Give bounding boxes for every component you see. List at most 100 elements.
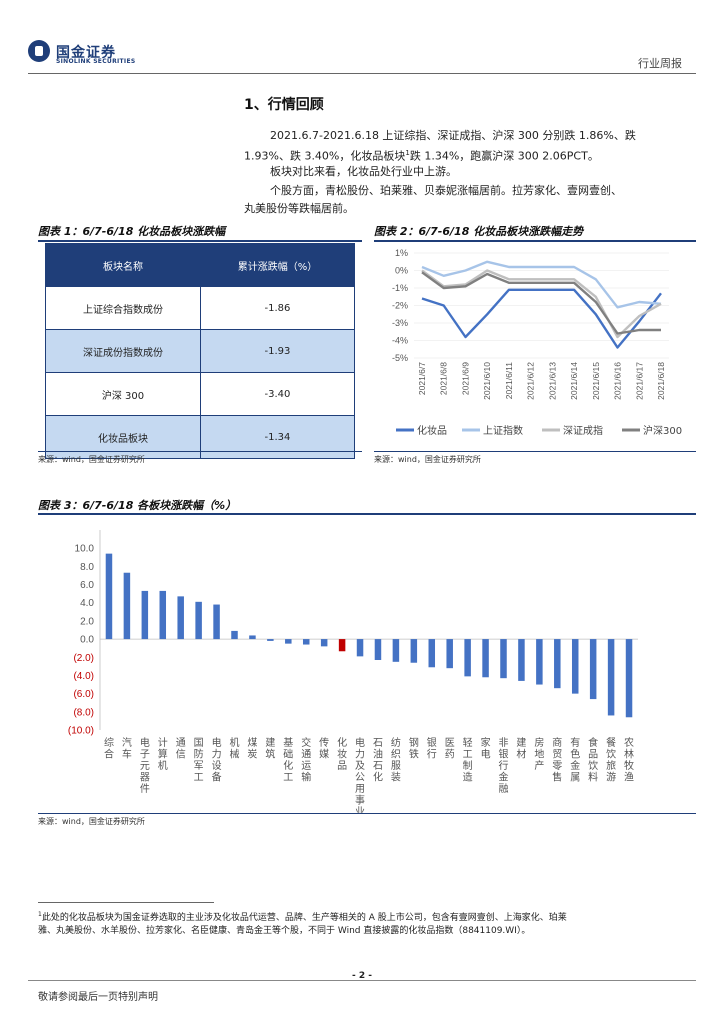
x-tick-label: 渔 <box>624 772 634 784</box>
bar <box>338 639 346 652</box>
bar <box>356 639 364 657</box>
x-tick-label: 属 <box>570 772 580 784</box>
page-number: - 2 - <box>352 971 372 981</box>
figure-1-rule <box>38 240 362 242</box>
x-tick-label: 铁 <box>409 748 419 761</box>
table-row: 上证综合指数成份 -1.86 <box>45 286 356 330</box>
x-tick-label: 医 <box>445 737 455 749</box>
bar <box>159 590 167 640</box>
table-cell-name: 化妆品板块 <box>45 415 201 459</box>
footnote-ref[interactable]: 1 <box>405 149 410 157</box>
x-tick-label: 2021/6/11 <box>504 362 514 399</box>
x-tick-label: 炭 <box>247 749 257 761</box>
x-tick-label: 金 <box>570 759 580 772</box>
x-tick-label: 础 <box>283 749 293 761</box>
x-tick-label: 电 <box>140 736 150 749</box>
x-tick-label: 件 <box>140 783 150 795</box>
bar <box>571 639 579 694</box>
table-cell-value: -3.40 <box>199 372 356 416</box>
logo-text-cn: 国金证券 <box>56 45 116 61</box>
logo-text-en: SINOLINK SECURITIES <box>56 58 136 65</box>
series-line <box>421 288 662 349</box>
x-tick-label: 机 <box>158 759 168 772</box>
bar <box>554 639 561 689</box>
x-tick-label: 防 <box>194 748 204 761</box>
footnote-text-1: 此处的化妆品板块为国金证券选取的主业涉及化妆品代运营、品牌、生产等相关的 A 股… <box>41 913 567 923</box>
table-cell-value: -1.93 <box>199 329 356 373</box>
legend-label: 化妆品 <box>417 424 447 437</box>
bar <box>536 639 543 685</box>
figure-2-title: 图表 2：6/7-6/18 化妆品板块涨跌幅走势 <box>374 225 584 238</box>
bar <box>141 590 149 640</box>
x-tick-label: 媒 <box>319 749 329 761</box>
x-tick-label: 国 <box>194 737 204 749</box>
figure-1-bottom-rule <box>38 451 362 452</box>
y-tick-label: (10.0) <box>68 726 94 737</box>
x-tick-label: 备 <box>212 771 222 784</box>
x-tick-label: 筑 <box>265 748 275 761</box>
x-tick-label: 化 <box>337 736 347 749</box>
x-tick-label: 2021/6/9 <box>460 362 470 395</box>
header-divider <box>28 73 696 74</box>
bar <box>285 639 292 644</box>
x-tick-label: 2021/6/7 <box>417 362 427 395</box>
x-tick-label: 2021/6/10 <box>482 362 492 400</box>
x-tick-label: 用 <box>355 784 365 795</box>
bar <box>607 639 615 716</box>
x-tick-label: 器 <box>140 772 150 784</box>
x-tick-label: 制 <box>463 759 473 772</box>
x-tick-label: 元 <box>140 761 150 772</box>
x-tick-label: 机 <box>230 736 240 749</box>
y-tick-label: 10.0 <box>75 544 95 555</box>
figure-3-bottom-rule <box>38 813 696 814</box>
y-tick-label: -3% <box>392 318 408 328</box>
footnote-line-1: 1此处的化妆品板块为国金证券选取的主业涉及化妆品代运营、品牌、生产等相关的 A … <box>38 906 567 927</box>
x-tick-label: 轻 <box>463 736 473 749</box>
x-tick-label: 装 <box>391 771 401 784</box>
x-tick-label: 建 <box>516 736 526 749</box>
x-tick-label: 交 <box>301 736 311 749</box>
x-tick-label: 织 <box>391 749 401 761</box>
y-tick-label: 6.0 <box>80 580 94 591</box>
logo-icon <box>28 40 50 62</box>
x-tick-label: 2021/6/12 <box>526 362 536 400</box>
y-tick-label: 0.0 <box>80 635 94 646</box>
x-tick-label: 运 <box>301 760 311 772</box>
x-tick-label: 行 <box>499 759 509 772</box>
x-tick-label: 化 <box>373 771 383 784</box>
bar <box>302 639 310 645</box>
x-tick-label: 煤 <box>247 736 257 749</box>
x-tick-label: 公 <box>355 773 365 784</box>
bar <box>500 639 507 679</box>
bar <box>320 639 328 647</box>
x-tick-label: 非 <box>499 737 509 749</box>
y-tick-label: (2.0) <box>73 653 94 664</box>
footer-divider <box>28 980 696 981</box>
x-tick-label: 设 <box>212 760 222 772</box>
para-3-line-1: 个股方面，青松股份、珀莱雅、贝泰妮涨幅居前。拉芳家化、壹网壹创、 <box>270 184 622 197</box>
x-tick-label: 电 <box>481 748 491 761</box>
x-tick-label: 通 <box>176 737 186 749</box>
table-row: 沪深 300 -3.40 <box>45 372 356 416</box>
y-tick-label: 2.0 <box>80 616 94 627</box>
bar <box>410 639 418 663</box>
bar <box>123 572 131 640</box>
figure-3-source: 来源：wind，国金证券研究所 <box>38 817 145 826</box>
bar <box>589 639 597 700</box>
x-tick-label: 算 <box>158 748 168 761</box>
x-tick-label: 零 <box>552 760 562 772</box>
figure-2-bottom-rule <box>374 451 696 452</box>
para-1-line-2: 1.93%、跌 3.40%，化妆品板块1跌 1.34%，跑赢沪深 300 2.0… <box>244 144 599 166</box>
bar <box>195 601 202 640</box>
x-tick-label: 品 <box>588 749 598 761</box>
y-tick-label: (4.0) <box>73 671 94 682</box>
x-tick-label: 林 <box>624 748 634 761</box>
y-tick-label: -5% <box>392 353 408 363</box>
bar-chart: 10.0 8.0 6.0 4.0 2.0 0.0 (2.0) (4.0) (6.0) (8.0) (… <box>68 530 638 813</box>
x-tick-label: 商 <box>552 736 562 749</box>
x-tick-label: 造 <box>463 771 473 784</box>
x-tick-label: 基 <box>283 736 293 749</box>
bar <box>392 639 400 662</box>
x-tick-label: 产 <box>534 759 544 772</box>
x-tick-label: 化 <box>283 759 293 772</box>
